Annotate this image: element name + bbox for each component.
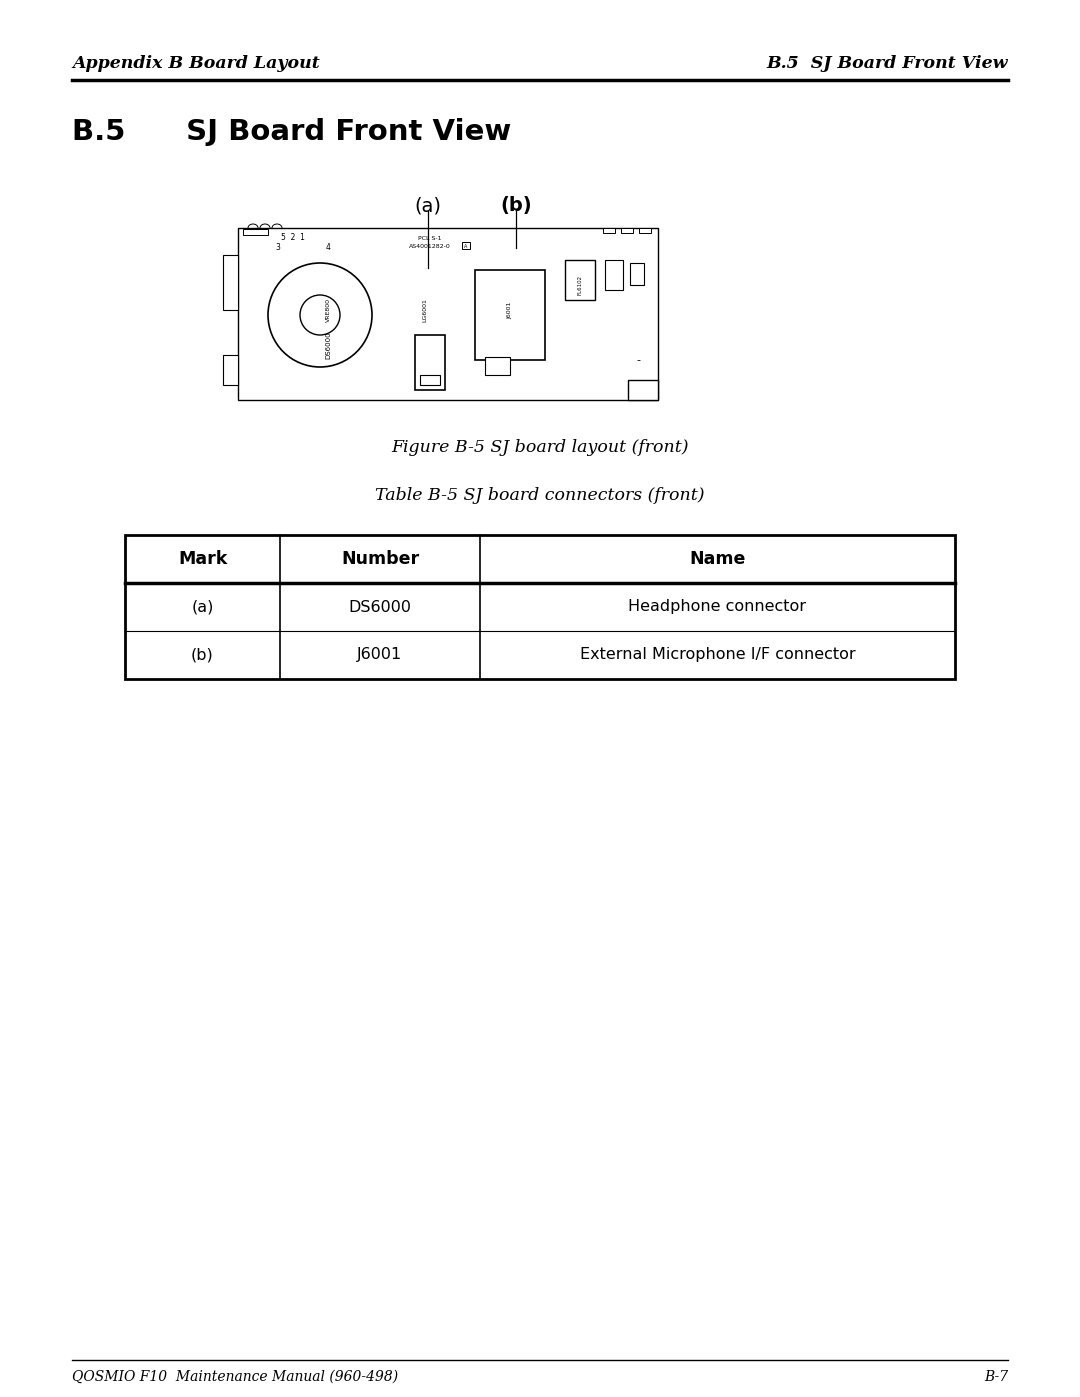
- Text: Figure B-5 SJ board layout (front): Figure B-5 SJ board layout (front): [391, 440, 689, 457]
- Bar: [605, 260, 623, 291]
- Text: B-7: B-7: [984, 1370, 1008, 1384]
- Text: AS4001282-0: AS4001282-0: [409, 243, 450, 249]
- Bar: [462, 242, 470, 249]
- Bar: [125, 535, 955, 679]
- Text: PCL S-1: PCL S-1: [418, 236, 442, 240]
- Circle shape: [268, 263, 372, 367]
- Bar: [420, 374, 440, 386]
- Bar: [222, 355, 238, 386]
- Bar: [639, 228, 651, 233]
- Text: 4: 4: [325, 243, 330, 253]
- Text: DS6000: DS6000: [325, 331, 330, 359]
- Circle shape: [300, 295, 340, 335]
- Text: Headphone connector: Headphone connector: [629, 599, 807, 615]
- Text: 3: 3: [275, 243, 281, 253]
- Text: LG6001: LG6001: [422, 298, 428, 321]
- Bar: [243, 229, 268, 235]
- Text: B.5      SJ Board Front View: B.5 SJ Board Front View: [72, 117, 511, 147]
- Text: (a): (a): [415, 196, 442, 215]
- Text: External Microphone I/F connector: External Microphone I/F connector: [580, 647, 855, 662]
- Text: B.5  SJ Board Front View: B.5 SJ Board Front View: [767, 54, 1008, 71]
- Text: FL6102: FL6102: [578, 275, 582, 295]
- Bar: [415, 335, 445, 390]
- Text: Number: Number: [341, 550, 419, 569]
- Text: -: -: [636, 355, 640, 365]
- Text: A: A: [464, 243, 468, 249]
- Text: DS6000: DS6000: [349, 599, 411, 615]
- Bar: [485, 358, 510, 374]
- Text: Name: Name: [689, 550, 745, 569]
- Bar: [238, 228, 658, 400]
- Bar: [475, 270, 545, 360]
- Text: Appendix B Board Layout: Appendix B Board Layout: [72, 54, 320, 71]
- Bar: [222, 256, 238, 310]
- Text: J6001: J6001: [508, 302, 513, 319]
- Text: QOSMIO F10  Maintenance Manual (960-498): QOSMIO F10 Maintenance Manual (960-498): [72, 1370, 399, 1384]
- Bar: [627, 380, 658, 400]
- Text: J6001: J6001: [357, 647, 403, 662]
- Text: Mark: Mark: [178, 550, 227, 569]
- Bar: [565, 260, 595, 300]
- Text: (b): (b): [500, 196, 531, 215]
- Bar: [621, 228, 633, 233]
- Text: (a): (a): [191, 599, 214, 615]
- Bar: [603, 228, 615, 233]
- Bar: [630, 263, 644, 285]
- Text: VRE800: VRE800: [325, 298, 330, 321]
- Text: (b): (b): [191, 647, 214, 662]
- Text: 5  2  1: 5 2 1: [281, 233, 305, 243]
- Text: Table B-5 SJ board connectors (front): Table B-5 SJ board connectors (front): [375, 488, 705, 504]
